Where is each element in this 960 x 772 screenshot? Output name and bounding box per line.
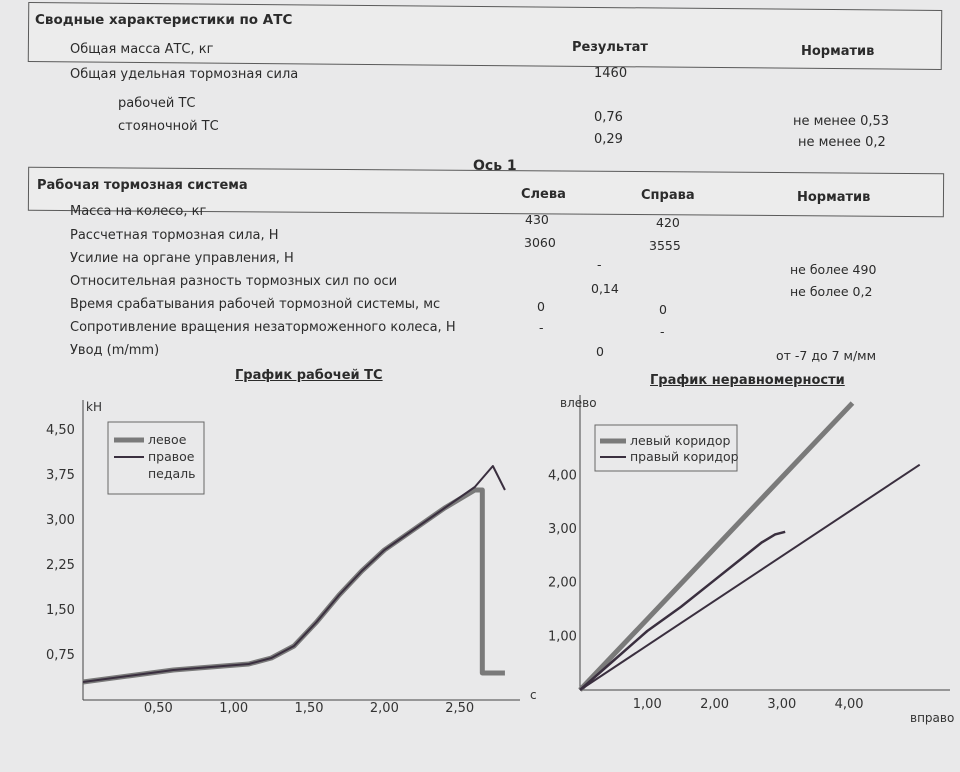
axle-row-relative-diff-label: Относительная разность тормозных сил по … bbox=[70, 274, 398, 289]
axle-row-response-time-label: Время срабатывания рабочей тормозной сис… bbox=[70, 297, 441, 312]
legend-label: педаль bbox=[148, 466, 196, 481]
axle-row-relative-diff-norm: не более 0,2 bbox=[790, 284, 873, 299]
axle-row-drift-norm: от -7 до 7 м/мм bbox=[776, 348, 877, 363]
y-tick-label: 0,75 bbox=[46, 648, 75, 663]
x-tick-label: 1,00 bbox=[633, 697, 662, 712]
legend-label: правый коридор bbox=[630, 449, 739, 464]
axle-col-right: Справа bbox=[641, 188, 695, 203]
summary-row-service-label: рабочей ТС bbox=[118, 96, 196, 111]
chart-unevenness-title: График неравномерности bbox=[650, 373, 845, 388]
series-line-right bbox=[82, 465, 506, 683]
legend-label: правое bbox=[148, 449, 195, 464]
summary-row-parking-result: 0,29 bbox=[594, 132, 623, 147]
summary-row-mass-label: Общая масса АТС, кг bbox=[70, 42, 214, 57]
y-tick-label: 3,00 bbox=[46, 513, 75, 528]
chart-service-brake-title: График рабочей ТС bbox=[235, 368, 383, 383]
axle-row-wheel-mass-left: 430 bbox=[525, 212, 549, 227]
x-tick-label: 4,00 bbox=[835, 697, 864, 712]
summary-col-result: Результат bbox=[572, 40, 648, 55]
axle-row-drift-label: Увод (m/mm) bbox=[70, 343, 160, 358]
axle-row-drift-center: 0 bbox=[596, 344, 604, 359]
series-line-left bbox=[82, 487, 505, 685]
axle-row-brake-force-right: 3555 bbox=[649, 238, 681, 253]
y-axis-label: влево bbox=[560, 396, 597, 410]
axle-row-control-force-norm: не более 490 bbox=[790, 262, 877, 277]
axle-row-wheel-mass-label: Масса на колесо, кг bbox=[70, 204, 207, 219]
chart-unevenness: влево вправо 1,00 2,00 3,00 4,00 1,00 2,00 3,00 4… bbox=[548, 395, 954, 725]
legend-box bbox=[594, 424, 738, 472]
summary-title: Сводные характеристики по АТС bbox=[35, 12, 293, 28]
x-axis-label: c bbox=[530, 688, 537, 702]
axle-row-rotation-resistance-label: Сопротивление вращения незаторможенного … bbox=[70, 320, 456, 335]
legend-box bbox=[107, 421, 205, 495]
axle-row-brake-force-left: 3060 bbox=[524, 235, 556, 250]
x-tick-label: 1,50 bbox=[295, 701, 324, 716]
x-tick-label: 2,00 bbox=[700, 697, 729, 712]
x-tick-label: 2,50 bbox=[445, 701, 474, 716]
axle-row-wheel-mass-right: 420 bbox=[656, 215, 680, 230]
x-tick-label: 0,50 bbox=[144, 701, 173, 716]
summary-row-specific-label: Общая удельная тормозная сила bbox=[70, 67, 299, 82]
legend-label: левый коридор bbox=[630, 433, 731, 448]
chart-service-brake: kH c 0,75 1,50 2,25 3,00 3,75 4,50 0,50 1,00 1,50 2… bbox=[46, 400, 537, 716]
y-axis-label: kH bbox=[86, 400, 102, 414]
series-measured bbox=[579, 530, 786, 691]
axle-row-response-time-left: 0 bbox=[537, 299, 545, 314]
series-left-corridor bbox=[578, 401, 855, 692]
axle-title: Рабочая тормозная система bbox=[37, 178, 248, 193]
y-tick-label: 3,00 bbox=[548, 522, 577, 537]
summary-row-service-norm: не менее 0,53 bbox=[793, 114, 890, 129]
summary-row-service-result: 0,76 bbox=[594, 110, 623, 125]
axle-row-control-force-label: Усилие на органе управления, Н bbox=[70, 251, 294, 266]
axle-row-rotation-resistance-left: - bbox=[539, 320, 544, 335]
axle-row-brake-force-label: Рассчетная тормозная сила, Н bbox=[70, 228, 279, 243]
y-tick-label: 3,75 bbox=[46, 468, 75, 483]
axle-row-control-force-center: - bbox=[597, 257, 602, 272]
y-tick-label: 1,00 bbox=[548, 629, 577, 644]
x-tick-label: 2,00 bbox=[370, 701, 399, 716]
axle-row-relative-diff-center: 0,14 bbox=[591, 281, 619, 296]
y-tick-label: 1,50 bbox=[46, 603, 75, 618]
y-tick-label: 2,00 bbox=[548, 576, 577, 591]
axle-row-response-time-right: 0 bbox=[659, 302, 667, 317]
summary-row-parking-norm: не менее 0,2 bbox=[798, 135, 886, 150]
summary-row-mass-result: 1460 bbox=[594, 66, 628, 81]
y-tick-label: 2,25 bbox=[46, 558, 75, 573]
x-axis-label: вправо bbox=[910, 711, 954, 725]
x-tick-label: 1,00 bbox=[219, 701, 248, 716]
series-right-corridor bbox=[579, 463, 921, 691]
summary-row-parking-label: стояночной ТС bbox=[118, 119, 219, 134]
y-tick-label: 4,00 bbox=[548, 468, 577, 483]
summary-col-norm: Норматив bbox=[801, 44, 875, 59]
legend-label: левое bbox=[148, 432, 187, 447]
y-tick-label: 4,50 bbox=[46, 423, 75, 438]
axle-col-left: Слева bbox=[521, 187, 566, 202]
axle-row-rotation-resistance-right: - bbox=[660, 324, 665, 339]
x-tick-label: 3,00 bbox=[767, 697, 796, 712]
axle-col-norm: Норматив bbox=[797, 190, 871, 205]
